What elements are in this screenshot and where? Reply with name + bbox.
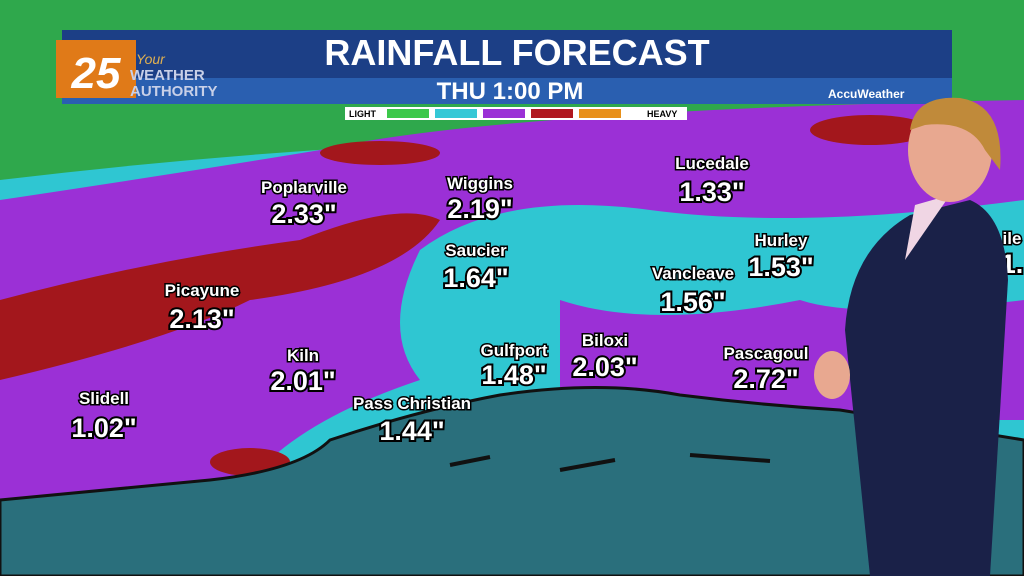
- heavy-zone: [0, 213, 440, 380]
- provider: AccuWeather: [828, 87, 905, 101]
- presenter: [814, 97, 1008, 576]
- title-bar: [62, 30, 952, 78]
- purple-zone: [0, 100, 1024, 520]
- legend-low: LIGHT: [349, 109, 376, 119]
- legend-swatch: [531, 109, 573, 118]
- legend-swatch: [435, 109, 477, 118]
- city-amount: 1.56": [660, 287, 725, 317]
- heavy-zone: [320, 141, 440, 165]
- city-name: Lucedale: [675, 154, 749, 173]
- gulf: [0, 386, 1024, 576]
- city-amount: 1.64": [443, 263, 508, 293]
- suit: [845, 200, 1008, 576]
- city-name: ile: [1003, 229, 1022, 248]
- city-name: Pascagoul: [723, 344, 808, 363]
- city-amount: 2.72": [733, 364, 798, 394]
- city-name: Kiln: [287, 346, 319, 365]
- subtitle-bar: [62, 78, 952, 104]
- legend-swatch: [483, 109, 525, 118]
- city-name: Picayune: [165, 281, 240, 300]
- islands: [449, 453, 771, 472]
- city-amount: 2.01": [270, 366, 335, 396]
- shirt: [905, 195, 950, 260]
- logo-line: AUTHORITY: [130, 83, 218, 100]
- city-name: Biloxi: [582, 331, 628, 350]
- title: RAINFALL FORECAST: [324, 32, 709, 73]
- city-name: Hurley: [755, 231, 808, 250]
- subtitle: THU 1:00 PM: [437, 78, 584, 105]
- logo-number: 25: [71, 49, 121, 98]
- city-name: Wiggins: [447, 174, 513, 193]
- city-name: Gulfport: [480, 341, 547, 360]
- city-name: Pass Christian: [353, 394, 471, 413]
- logo-badge: [56, 40, 136, 98]
- legend-swatch: [579, 109, 621, 118]
- heavy-zone: [810, 115, 930, 145]
- logo-line: WEATHER: [130, 67, 205, 84]
- legend-swatch: [387, 109, 429, 118]
- city-amount: 2.33": [271, 199, 336, 229]
- city-amount: 1.53": [748, 252, 813, 282]
- city-amount: 1.44": [379, 416, 444, 446]
- hair: [910, 97, 1001, 170]
- city-amount: 1.48": [481, 360, 546, 390]
- city-amount: 1.02": [71, 413, 136, 443]
- city-amount: 2.19": [447, 194, 512, 224]
- city-name: Saucier: [445, 241, 507, 260]
- hand: [814, 351, 850, 399]
- city-amount: 2.03": [572, 352, 637, 382]
- city-name: Vancleave: [652, 264, 734, 283]
- city-amount: 1.33": [679, 177, 744, 207]
- city-amount: 2.13": [169, 304, 234, 334]
- city-name: Poplarville: [261, 178, 347, 197]
- logo-tagline: Your: [136, 51, 166, 67]
- legend-high: HEAVY: [647, 109, 677, 119]
- city-name: Slidell: [79, 389, 129, 408]
